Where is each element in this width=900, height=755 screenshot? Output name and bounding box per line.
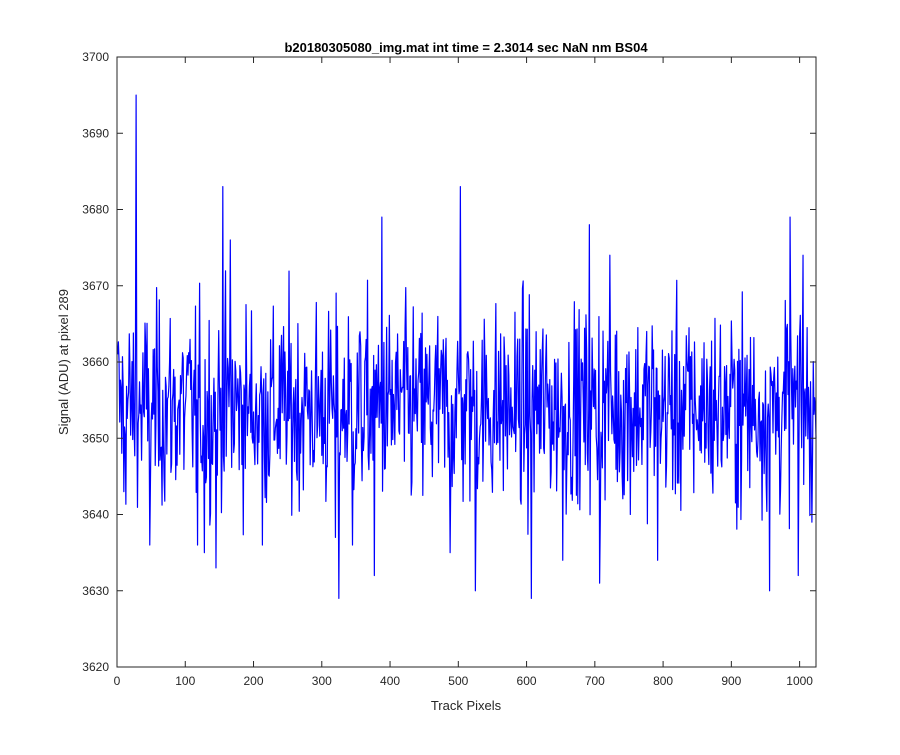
x-tick-label: 0 (114, 674, 121, 688)
y-tick-label: 3630 (82, 584, 109, 598)
y-tick-label: 3690 (82, 126, 109, 140)
y-tick-label: 3640 (82, 508, 109, 522)
x-tick-label: 200 (244, 674, 264, 688)
x-tick-label: 400 (380, 674, 400, 688)
y-axis: 3620 3630 3640 3650 3660 3670 3680 3690 3700 (82, 50, 816, 674)
x-axis-label: Track Pixels (431, 698, 502, 713)
x-tick-label: 1000 (786, 674, 813, 688)
x-tick-label: 100 (175, 674, 195, 688)
x-tick-label: 900 (721, 674, 741, 688)
x-tick-label: 600 (517, 674, 537, 688)
y-tick-label: 3680 (82, 203, 109, 217)
series-layer (117, 94, 817, 599)
x-tick-label: 300 (312, 674, 332, 688)
y-tick-label: 3650 (82, 431, 109, 445)
x-tick-label: 500 (448, 674, 468, 688)
chart-title: b20180305080_img.mat int time = 2.3014 s… (284, 40, 648, 55)
x-tick-label: 700 (585, 674, 605, 688)
series-line (117, 94, 817, 599)
x-axis: 0 100 200 300 400 500 600 700 800 900 1000 (114, 57, 813, 688)
y-axis-label: Signal (ADU) at pixel 289 (56, 289, 71, 435)
y-tick-label: 3660 (82, 355, 109, 369)
y-tick-label: 3700 (82, 50, 109, 64)
y-tick-label: 3670 (82, 279, 109, 293)
x-tick-label: 800 (653, 674, 673, 688)
y-tick-label: 3620 (82, 660, 109, 674)
